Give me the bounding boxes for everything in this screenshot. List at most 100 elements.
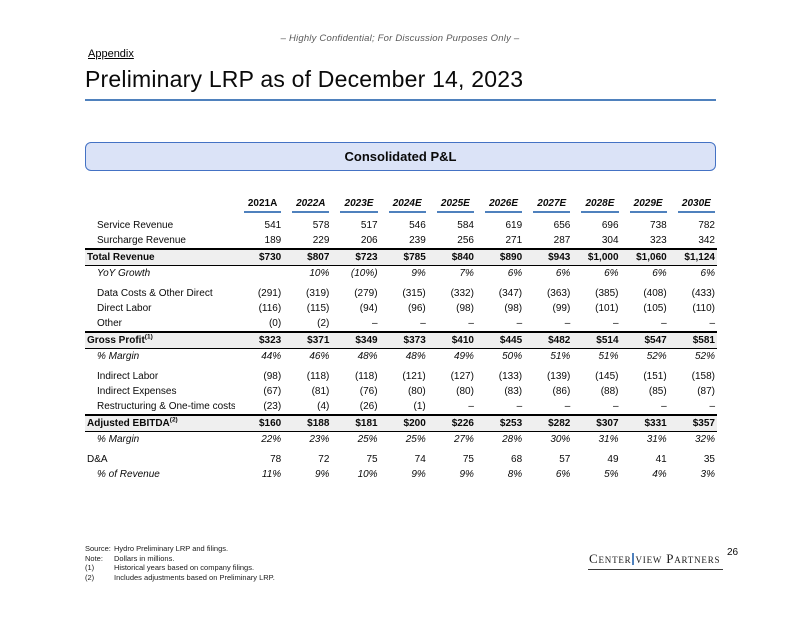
cell: $840 (427, 248, 476, 266)
cell: 256 (457, 235, 474, 246)
cell: – (612, 318, 619, 329)
cell: (85) (648, 386, 667, 397)
row-label: Surcharge Revenue (97, 235, 186, 246)
cell: 68 (511, 454, 523, 465)
cell: 75 (366, 454, 378, 465)
cell: 49 (607, 454, 619, 465)
cell: 6% (507, 268, 523, 279)
section-title: Consolidated P&L (344, 149, 457, 164)
cell: $807 (283, 248, 332, 266)
page-number: 26 (727, 547, 739, 558)
cell: – (468, 401, 474, 412)
cell: $331 (620, 414, 669, 432)
cell: 51% (598, 351, 619, 362)
footnote-label: (2) (85, 572, 95, 582)
cell: 52% (646, 351, 667, 362)
cell: 72 (318, 454, 330, 465)
cell: $514 (572, 331, 621, 349)
table-row: % Margin 22% 23% 25% 25% 27% 28% 30% 31% 31% 32% (85, 432, 717, 448)
cell: (80) (407, 386, 426, 397)
confidential-note: – Highly Confidential; For Discussion Pu… (280, 33, 520, 44)
cell: 6% (555, 268, 571, 279)
cell: 619 (505, 220, 523, 231)
cell: – (709, 318, 715, 329)
row-label: % Margin (97, 351, 140, 362)
cell: 304 (601, 235, 619, 246)
cell: $1,000 (572, 248, 621, 266)
cell: 5% (604, 469, 619, 480)
column-header-label: 2027E (533, 198, 571, 213)
cell: (0) (268, 318, 282, 329)
cell: 30% (550, 434, 571, 445)
section-header-box: Consolidated P&L (85, 142, 716, 171)
row-label: Restructuring & One-time costs (97, 401, 236, 412)
cell: 41 (655, 454, 667, 465)
cell: 31% (598, 434, 619, 445)
footnote-label: (1) (85, 563, 95, 572)
cell: (315) (402, 288, 426, 299)
cell: (2) (317, 318, 330, 329)
cell: 35 (703, 454, 715, 465)
row-label: Indirect Expenses (97, 386, 177, 397)
table-row: Restructuring & One-time costs (23) (4) (26… (85, 399, 717, 415)
cell: (23) (263, 401, 282, 412)
cell: (99) (552, 303, 571, 314)
cell: 3% (700, 469, 715, 480)
cell: – (468, 318, 474, 329)
cell: 75 (462, 454, 474, 465)
cell: 9% (459, 469, 474, 480)
cell: 28% (502, 434, 523, 445)
cell: (291) (257, 288, 282, 299)
cell: $371 (283, 331, 332, 349)
cell: 239 (409, 235, 426, 246)
cell: – (709, 401, 715, 412)
cell: 6% (700, 268, 715, 279)
cell: (385) (595, 288, 619, 299)
cell: $307 (572, 414, 621, 432)
logo-divider-bar (632, 553, 635, 565)
row-label: Data Costs & Other Direct (97, 288, 213, 299)
cell: (94) (359, 303, 378, 314)
row-label: Adjusted EBITDA(2) (85, 414, 236, 432)
cell: (10%) (350, 268, 378, 279)
footnotes: Source: Hydro Preliminary LRP and filings… (85, 544, 275, 582)
cell: $226 (427, 414, 476, 432)
cell: (76) (359, 386, 378, 397)
cell: $200 (379, 414, 428, 432)
table-row: Data Costs & Other Direct (291) (319) (279)… (85, 286, 717, 301)
cell: (67) (263, 386, 282, 397)
cell: (151) (643, 371, 667, 382)
column-header-label: 2029E (629, 198, 667, 213)
cell: (116) (258, 303, 282, 314)
cell: 323 (650, 235, 667, 246)
cell: 4% (652, 469, 667, 480)
cell: – (661, 318, 667, 329)
cell: 287 (553, 235, 571, 246)
cell: 48% (405, 351, 426, 362)
cell: (408) (643, 288, 667, 299)
cell: (81) (311, 386, 330, 397)
cell: (145) (595, 371, 619, 382)
cell: $160 (235, 414, 284, 432)
table-row: Indirect Labor (98) (118) (118) (121) (127) (1… (85, 369, 717, 384)
cell: 8% (507, 469, 523, 480)
cell: 44% (261, 351, 282, 362)
pnl-table: 2021A 2022A 2023E 2024E 2025E 2026E 2027E 2028E… (85, 196, 717, 482)
cell: (127) (450, 371, 474, 382)
cell: 271 (505, 235, 523, 246)
cell: – (564, 401, 571, 412)
table-row: % Margin 44% 46% 48% 48% 49% 50% 51% 51% 52% 52% (85, 349, 717, 365)
cell: (87) (697, 386, 715, 397)
cell: – (516, 318, 523, 329)
table-row: D&A 78 72 75 74 75 68 57 49 41 35 (85, 452, 717, 467)
footnote-text: Hydro Preliminary LRP and filings. (114, 544, 229, 553)
table-row: Total Revenue $730 $807 $723 $785 $840 $890 $94… (85, 248, 717, 266)
cell: 50% (502, 351, 523, 362)
cell: 696 (601, 220, 619, 231)
cell: 52% (694, 351, 715, 362)
cell: 11% (261, 469, 282, 480)
cell: $188 (283, 414, 332, 432)
cell: – (612, 401, 619, 412)
cell: (26) (359, 401, 378, 412)
